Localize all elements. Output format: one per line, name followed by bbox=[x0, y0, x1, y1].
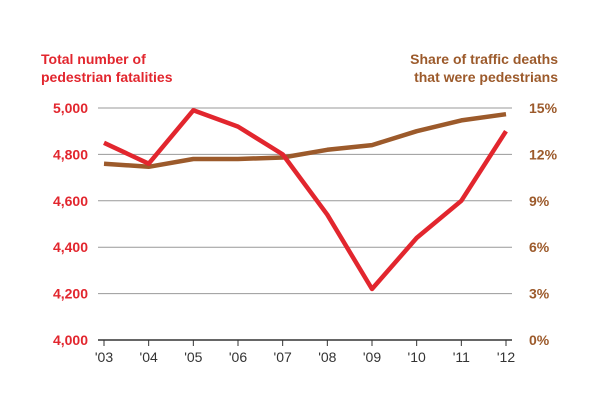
right-tick-label: 15% bbox=[529, 100, 558, 116]
x-tick-label: '04 bbox=[140, 349, 158, 365]
x-tick-label: '12 bbox=[497, 349, 515, 365]
pedestrian-fatalities-line bbox=[103, 108, 508, 292]
right-tick-label: 9% bbox=[529, 193, 550, 209]
pedestrian-share-line bbox=[103, 111, 507, 170]
right-axis-title-line2: that were pedestrians bbox=[414, 69, 558, 85]
right-tick-label: 3% bbox=[529, 286, 550, 302]
x-tick-label: '06 bbox=[229, 349, 247, 365]
left-tick-labels: 4,000 4,200 4,400 4,600 4,800 5,000 bbox=[53, 100, 88, 348]
left-axis-title-line2: pedestrian fatalities bbox=[41, 69, 173, 85]
right-axis-title: Share of traffic deaths that were pedest… bbox=[410, 50, 558, 86]
left-axis-title: Total number of pedestrian fatalities bbox=[41, 50, 173, 86]
x-tick-label: '11 bbox=[453, 349, 470, 365]
x-tick-label: '03 bbox=[95, 349, 113, 365]
x-tick-label: '09 bbox=[363, 349, 381, 365]
right-tick-label: 0% bbox=[529, 332, 550, 348]
series-layer bbox=[103, 108, 508, 292]
x-tick-label: '07 bbox=[274, 349, 292, 365]
left-tick-label: 4,000 bbox=[53, 332, 88, 348]
left-tick-label: 4,400 bbox=[53, 239, 88, 255]
x-tick-label: '08 bbox=[318, 349, 336, 365]
right-axis-title-line1: Share of traffic deaths bbox=[410, 51, 558, 67]
x-tick-labels: '03 '04 '05 '06 '07 '08 '09 '10 '11 '12 bbox=[95, 340, 515, 365]
left-tick-label: 4,600 bbox=[53, 193, 88, 209]
left-tick-label: 4,200 bbox=[53, 286, 88, 302]
left-axis-title-line1: Total number of bbox=[41, 51, 146, 67]
right-tick-label: 12% bbox=[529, 146, 558, 162]
x-tick-label: '05 bbox=[184, 349, 202, 365]
left-tick-label: 4,800 bbox=[53, 146, 88, 162]
right-tick-label: 6% bbox=[529, 239, 550, 255]
left-tick-label: 5,000 bbox=[53, 100, 88, 116]
x-tick-label: '10 bbox=[408, 349, 426, 365]
right-tick-labels: 0% 3% 6% 9% 12% 15% bbox=[529, 100, 558, 348]
grid-layer bbox=[98, 107, 512, 341]
